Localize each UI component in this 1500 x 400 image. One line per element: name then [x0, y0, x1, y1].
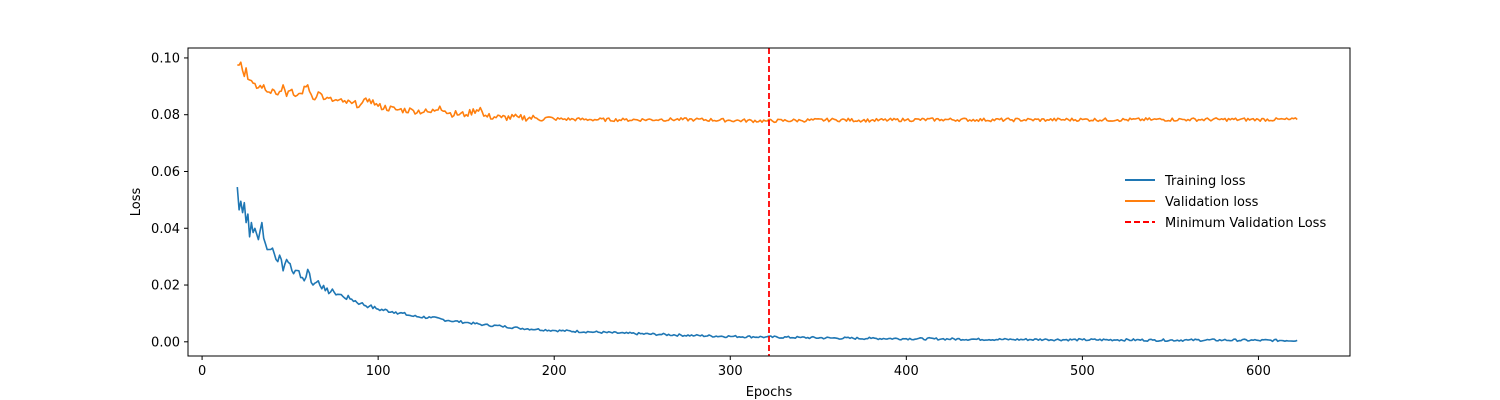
series-line-training-loss	[236, 187, 1298, 343]
legend-label-min-validation-loss: Minimum Validation Loss	[1165, 216, 1326, 231]
y-tick-label: 0.10	[151, 51, 180, 66]
plot-frame	[187, 47, 1351, 357]
x-tick-label: 300	[718, 364, 743, 379]
y-tick-label: 0.04	[151, 222, 180, 237]
x-tick-label: 400	[894, 364, 919, 379]
y-tick-label: 0.02	[151, 279, 180, 294]
series-layer	[236, 61, 1298, 343]
x-axis-label: Epochs	[746, 385, 793, 400]
y-axis-ticks: 0.00 0.02 0.04 0.06 0.08 0.10	[151, 51, 188, 350]
x-tick-label: 500	[1070, 364, 1095, 379]
x-tick-label: 0	[198, 364, 206, 379]
x-tick-label: 600	[1246, 364, 1271, 379]
x-tick-label: 100	[366, 364, 391, 379]
y-tick-label: 0.00	[151, 335, 180, 350]
y-tick-label: 0.08	[151, 108, 180, 123]
legend-label-training-loss: Training loss	[1164, 174, 1246, 189]
y-axis-label: Loss	[129, 188, 144, 217]
y-tick-label: 0.06	[151, 165, 180, 180]
x-axis-ticks: 0 100 200 300 400 500 600	[198, 356, 1271, 379]
series-line-validation-loss	[237, 61, 1298, 124]
x-tick-label: 200	[542, 364, 567, 379]
legend: Training loss Validation loss Minimum Va…	[1125, 174, 1326, 231]
legend-label-validation-loss: Validation loss	[1165, 195, 1259, 210]
